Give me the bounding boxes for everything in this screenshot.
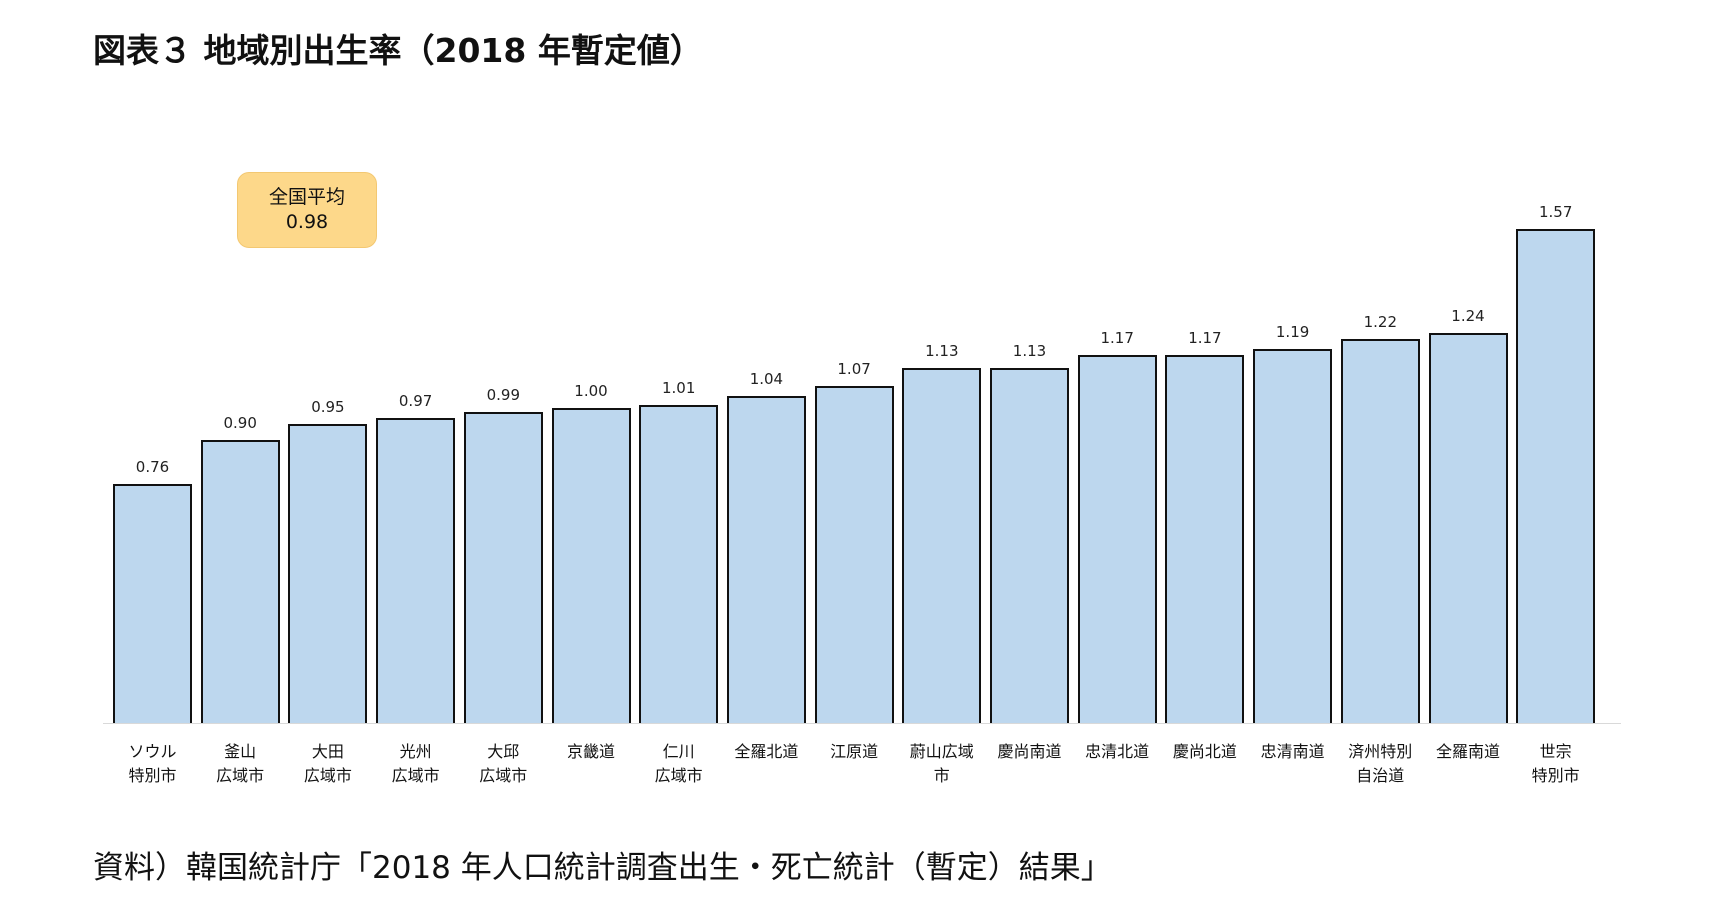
category-label-line: 忠清南道: [1260, 742, 1325, 761]
bar: [200, 439, 280, 723]
bar-value-label: 1.13: [1012, 341, 1047, 360]
source-note: 資料）韓国統計庁「2018 年人口統計調査出生・死亡統計（暫定）結果」: [93, 850, 1112, 886]
bar-value-label: 1.17: [1100, 328, 1134, 347]
category-label-line: [546, 764, 636, 788]
category-label-line: 広域市: [479, 766, 528, 785]
category-label-line: [809, 764, 899, 788]
category-label-line: [985, 764, 1075, 788]
category-label-line: 仁川: [662, 742, 695, 761]
bar: [1340, 339, 1420, 723]
category-label: 忠清南道: [1248, 740, 1338, 788]
bar-value-label: 1.13: [925, 341, 959, 360]
category-label-line: 全羅南道: [1435, 742, 1500, 761]
category-label-line: 慶尚北道: [1172, 742, 1237, 761]
category-label: 蔚山広域市: [897, 740, 987, 788]
category-label-line: 大田: [311, 742, 344, 761]
category-label-line: 大邱: [487, 742, 520, 761]
bar: [1428, 332, 1508, 723]
category-label-line: [1423, 764, 1513, 788]
bar-value-label: 1.01: [661, 379, 696, 398]
category-label-line: 忠清北道: [1085, 742, 1150, 761]
category-label: 慶尚北道: [1160, 740, 1250, 788]
category-label-line: 釜山: [224, 742, 257, 761]
category-label-line: [1160, 764, 1250, 788]
bar: [376, 417, 456, 723]
chart-title: 図表３ 地域別出生率（2018 年暫定値）: [93, 31, 703, 70]
bar-value-label: 1.00: [574, 382, 608, 401]
bar: [990, 367, 1069, 723]
bar-value-label: 1.57: [1538, 203, 1573, 222]
bar-value-label: 0.76: [135, 457, 170, 476]
category-label: 光州 広域市: [371, 740, 461, 788]
bar: [1165, 354, 1245, 723]
category-label: 江原道: [809, 740, 899, 788]
category-label-line: [1248, 764, 1338, 788]
category-label-line: 広域市: [303, 766, 352, 785]
category-label-line: ソウル: [128, 742, 177, 761]
category-label-line: 京畿道: [566, 742, 615, 761]
bar-value-label: 1.22: [1363, 313, 1397, 332]
category-label: 全羅北道: [721, 740, 811, 788]
category-label: 釜山 広域市: [195, 740, 285, 788]
category-label-line: 広域市: [391, 766, 440, 785]
bar: [463, 411, 543, 723]
x-axis-baseline: [103, 723, 1621, 724]
category-label-line: 江原道: [830, 742, 879, 761]
bar-value-label: 1.17: [1188, 328, 1222, 347]
bar-value-label: 1.19: [1275, 322, 1310, 341]
category-label-line: 慶尚南道: [997, 742, 1062, 761]
bar-value-label: 0.90: [223, 413, 257, 432]
category-label: 世宗 特別市: [1511, 740, 1601, 788]
category-label: 済州特別 自治道: [1335, 740, 1425, 788]
category-label-line: 済州特別: [1348, 742, 1413, 761]
category-label: 大邱 広域市: [458, 740, 548, 788]
category-label: 慶尚南道: [985, 740, 1075, 788]
category-label-line: 広域市: [654, 766, 703, 785]
category-label-line: [721, 764, 811, 788]
bar-value-label: 0.99: [486, 385, 520, 404]
category-label-line: 市: [933, 766, 950, 785]
category-label-line: 特別市: [1531, 766, 1580, 785]
national-average-label: 全国平均: [268, 186, 345, 208]
bar-value-label: 1.07: [837, 360, 871, 379]
bar: [814, 386, 894, 723]
category-label-line: 全羅北道: [734, 742, 799, 761]
bar: [551, 408, 631, 723]
bar: [113, 483, 192, 723]
category-label: 京畿道: [546, 740, 636, 788]
category-label-line: 蔚山広域: [909, 742, 974, 761]
bar: [288, 424, 368, 723]
bar-value-label: 1.24: [1451, 306, 1485, 325]
category-label: 全羅南道: [1423, 740, 1513, 788]
category-label-line: 世宗: [1539, 742, 1572, 761]
category-label: 忠清北道: [1072, 740, 1162, 788]
bar-value-label: 1.04: [749, 369, 784, 388]
bar: [1516, 229, 1596, 723]
category-label: 大田 広域市: [283, 740, 373, 788]
category-label-line: 特別市: [128, 766, 177, 785]
category-label-line: 光州: [399, 742, 432, 761]
bar-value-label: 0.97: [398, 391, 433, 410]
bar: [1253, 348, 1333, 723]
category-label-line: [1072, 764, 1162, 788]
national-average-value: 0.98: [285, 211, 329, 233]
bar: [902, 367, 982, 723]
bar: [639, 405, 719, 723]
bar: [1077, 354, 1157, 723]
bar-value-label: 0.95: [311, 398, 345, 417]
national-average-box: 全国平均 0.98: [237, 172, 377, 248]
category-label-line: 自治道: [1356, 766, 1405, 785]
category-label: ソウル 特別市: [108, 740, 198, 788]
category-label: 仁川 広域市: [634, 740, 724, 788]
bar-chart-plot: 0.76 ソウル特別市 0.90 釜山広域市 0.95 大田広域市 0.97 光州広域市 0.9…: [103, 203, 1621, 788]
bar: [726, 395, 806, 723]
category-label-line: 広域市: [216, 766, 265, 785]
